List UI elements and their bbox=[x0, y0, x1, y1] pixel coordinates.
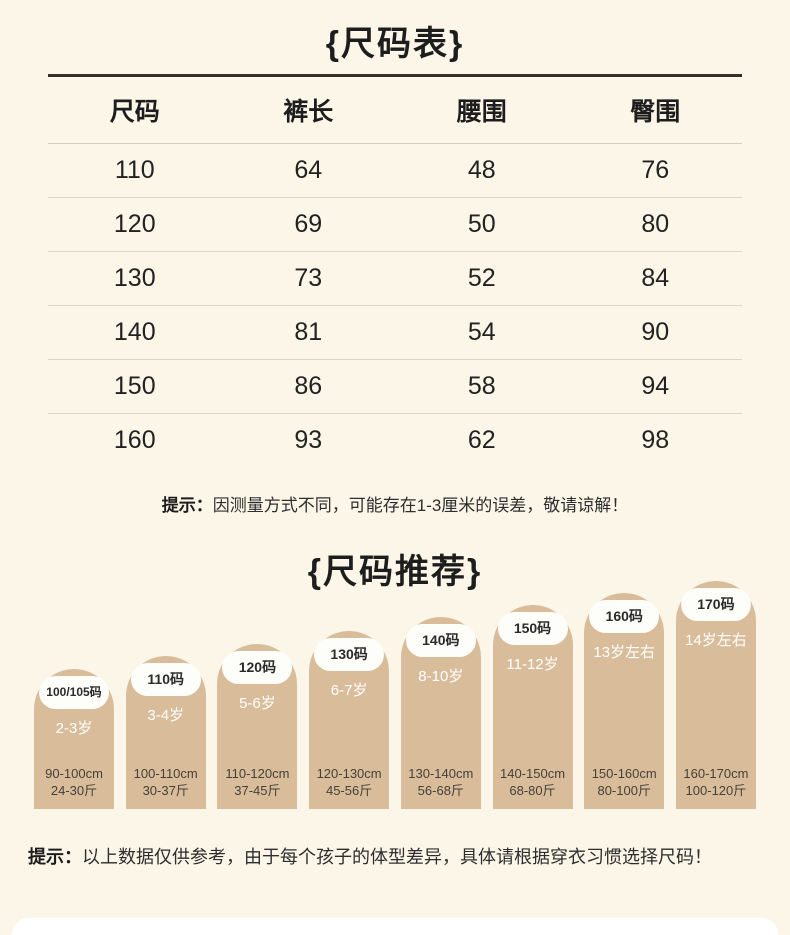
size-table: 尺码 裤长 腰围 臀围 110 64 48 76 120 69 50 80 130 73 52 84 140 81… bbox=[48, 77, 742, 467]
size-table-cell: 90 bbox=[641, 318, 670, 346]
height-range: 130-140cm bbox=[408, 765, 474, 781]
age-range-label: 13岁左右 bbox=[593, 644, 656, 661]
height-range: 140-150cm bbox=[499, 765, 566, 781]
size-table-cell: 52 bbox=[467, 264, 496, 292]
size-table-cell: 54 bbox=[467, 318, 496, 346]
size-capsule: 150码 11-12岁 140-150cm 68-80斤 bbox=[492, 605, 573, 809]
size-table-header-cell: 尺码 bbox=[109, 98, 160, 126]
size-table-header-row: 尺码 裤长 腰围 臀围 bbox=[48, 77, 742, 144]
size-capsule: 110码 3-4岁 100-110cm 30-37斤 bbox=[125, 656, 206, 809]
height-range: 90-100cm bbox=[45, 765, 103, 781]
height-weight-label: 100-110cm 30-37斤 bbox=[134, 765, 198, 800]
age-range-label: 8-10岁 bbox=[418, 668, 464, 685]
size-code-badge: 140码 bbox=[405, 624, 476, 657]
age-range-label: 11-12岁 bbox=[506, 656, 559, 673]
size-table-cell: 50 bbox=[467, 210, 496, 238]
age-range-label: 3-4岁 bbox=[147, 707, 185, 724]
age-range-label: 2-3岁 bbox=[55, 720, 93, 737]
size-table-cell: 80 bbox=[641, 210, 670, 238]
size-recommend-title: {尺码推荐} bbox=[307, 553, 483, 591]
size-table-row: 130 73 52 84 bbox=[48, 252, 742, 306]
height-range: 100-110cm bbox=[133, 765, 198, 781]
weight-range: 37-45斤 bbox=[234, 783, 281, 799]
size-table-row: 150 86 58 94 bbox=[48, 360, 742, 414]
weight-range: 45-56斤 bbox=[325, 783, 373, 799]
size-table-cell: 94 bbox=[641, 372, 670, 400]
size-capsule: 170码 14岁左右 160-170cm 100-120斤 bbox=[675, 581, 756, 809]
size-table-cell: 69 bbox=[294, 210, 323, 238]
weight-range: 30-37斤 bbox=[142, 783, 189, 799]
size-table-cell: 98 bbox=[641, 426, 670, 454]
size-table-cell: 110 bbox=[114, 156, 155, 184]
capsule-row: 100/105码 2-3岁 90-100cm 24-30斤 110码 3-4岁 100-11… bbox=[34, 581, 756, 809]
size-code-badge: 160码 bbox=[589, 600, 660, 633]
weight-range: 56-68斤 bbox=[417, 783, 464, 799]
height-weight-label: 120-130cm 45-56斤 bbox=[317, 765, 382, 800]
size-table-cell: 81 bbox=[294, 318, 323, 346]
size-table-cell: 120 bbox=[113, 210, 156, 238]
size-table-row: 110 64 48 76 bbox=[48, 144, 742, 198]
next-section-card-edge bbox=[12, 918, 778, 935]
height-weight-label: 140-150cm 68-80斤 bbox=[500, 765, 565, 800]
weight-range: 100-120斤 bbox=[685, 783, 747, 799]
reference-tip: 提示：以上数据仅供参考，由于每个孩子的体型差异，具体请根据穿衣习惯选择尺码！ bbox=[28, 843, 762, 869]
size-table-cell: 150 bbox=[113, 372, 156, 400]
size-code-badge: 120码 bbox=[222, 651, 293, 684]
size-table-cell: 130 bbox=[113, 264, 156, 292]
height-weight-label: 90-100cm 24-30斤 bbox=[45, 765, 103, 800]
measure-tip: 提示：因测量方式不同，可能存在1-3厘米的误差，敬请谅解！ bbox=[0, 491, 790, 516]
height-weight-label: 110-120cm 37-45斤 bbox=[225, 765, 289, 800]
size-capsule: 160码 13岁左右 150-160cm 80-100斤 bbox=[584, 593, 665, 809]
tip-text: 因测量方式不同，可能存在1-3厘米的误差，敬请谅解！ bbox=[212, 496, 629, 515]
size-capsule: 120码 5-6岁 110-120cm 37-45斤 bbox=[217, 644, 298, 809]
size-code-badge: 130码 bbox=[314, 638, 385, 671]
height-weight-label: 160-170cm 100-120斤 bbox=[683, 765, 748, 800]
size-table-row: 160 93 62 98 bbox=[48, 414, 742, 467]
height-range: 160-170cm bbox=[683, 765, 749, 781]
size-table-header-cell: 腰围 bbox=[456, 98, 507, 126]
size-capsule: 130码 6-7岁 120-130cm 45-56斤 bbox=[309, 631, 390, 809]
size-code-badge: 150码 bbox=[497, 612, 568, 645]
height-range: 150-160cm bbox=[591, 765, 657, 781]
height-range: 120-130cm bbox=[316, 765, 382, 781]
size-table-cell: 64 bbox=[294, 156, 323, 184]
size-table-header-cell: 裤长 bbox=[283, 98, 334, 126]
size-table-row: 140 81 54 90 bbox=[48, 306, 742, 360]
size-table-cell: 48 bbox=[467, 156, 496, 184]
size-capsule: 140码 8-10岁 130-140cm 56-68斤 bbox=[400, 617, 481, 809]
size-table-cell: 93 bbox=[294, 426, 323, 454]
weight-range: 24-30斤 bbox=[50, 783, 98, 799]
tip-label: 提示： bbox=[28, 847, 82, 867]
size-table-cell: 73 bbox=[294, 264, 323, 292]
size-code-badge: 110码 bbox=[130, 663, 201, 696]
title-divider bbox=[48, 74, 742, 77]
size-code-badge: 170码 bbox=[680, 588, 751, 621]
size-table-cell: 76 bbox=[641, 156, 670, 184]
height-weight-label: 130-140cm 56-68斤 bbox=[408, 765, 473, 800]
size-table-cell: 84 bbox=[641, 264, 670, 292]
age-range-label: 14岁左右 bbox=[685, 632, 747, 649]
size-table-header-cell: 臀围 bbox=[630, 98, 681, 126]
size-table-cell: 58 bbox=[467, 372, 496, 400]
height-weight-label: 150-160cm 80-100斤 bbox=[592, 765, 657, 800]
tip-label: 提示： bbox=[161, 496, 213, 515]
weight-range: 80-100斤 bbox=[597, 783, 651, 799]
size-table-cell: 62 bbox=[467, 426, 496, 454]
size-table-cell: 160 bbox=[113, 426, 156, 454]
size-table-cell: 86 bbox=[294, 372, 323, 400]
age-range-label: 6-7岁 bbox=[330, 682, 368, 699]
weight-range: 68-80斤 bbox=[509, 783, 556, 799]
tip-text: 以上数据仅供参考，由于每个孩子的体型差异，具体请根据穿衣习惯选择尺码！ bbox=[82, 847, 712, 867]
size-table-cell: 140 bbox=[113, 318, 156, 346]
size-table-title: {尺码表} bbox=[325, 25, 465, 63]
size-code-badge: 100/105码 bbox=[39, 676, 109, 709]
size-capsule: 100/105码 2-3岁 90-100cm 24-30斤 bbox=[34, 669, 114, 809]
height-range: 110-120cm bbox=[225, 765, 290, 781]
size-table-row: 120 69 50 80 bbox=[48, 198, 742, 252]
age-range-label: 5-6岁 bbox=[239, 695, 276, 712]
